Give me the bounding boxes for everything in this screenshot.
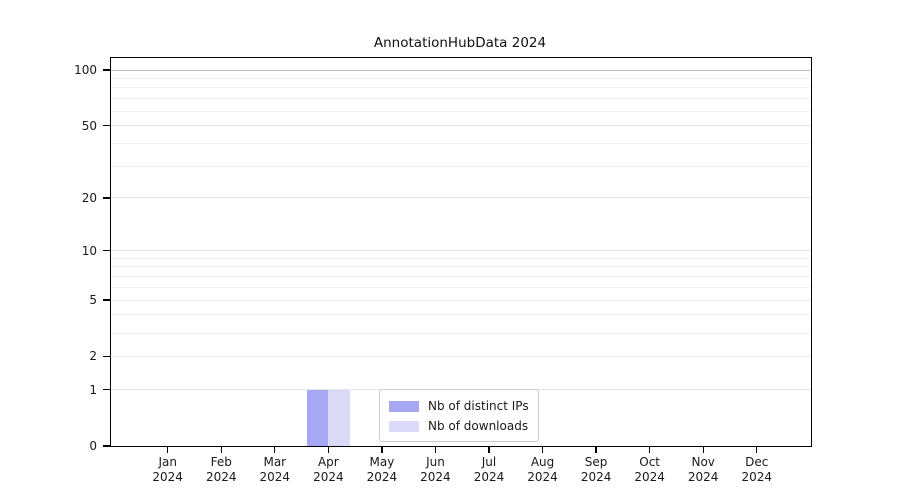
x-tick-label: Mar 2024 bbox=[243, 455, 307, 485]
x-tick-month: Apr bbox=[317, 455, 339, 469]
y-tick-mark bbox=[103, 125, 111, 127]
legend-item-downloads: Nb of downloads bbox=[389, 416, 529, 436]
x-tick-month: Jul bbox=[481, 455, 497, 469]
x-tick-year: 2024 bbox=[313, 470, 344, 484]
x-tick-label: Nov 2024 bbox=[671, 455, 735, 485]
x-tick-month: Dec bbox=[745, 455, 769, 469]
x-tick-month: Aug bbox=[530, 455, 555, 469]
x-tick-mark bbox=[274, 446, 276, 453]
x-tick-label: Apr 2024 bbox=[296, 455, 360, 485]
y-tick-label: 5 bbox=[89, 293, 97, 308]
x-tick-mark bbox=[327, 446, 329, 453]
x-tick-month: Oct bbox=[639, 455, 661, 469]
y-tick-label: 0 bbox=[89, 439, 97, 453]
minor-gridline bbox=[111, 257, 811, 259]
y-tick-mark bbox=[103, 197, 111, 199]
minor-gridline bbox=[111, 77, 811, 79]
minor-gridline bbox=[111, 142, 811, 144]
major-gridline bbox=[111, 69, 811, 71]
y-tick-mark bbox=[103, 445, 111, 447]
legend: Nb of distinct IPs Nb of downloads bbox=[379, 389, 539, 442]
legend-swatch-downloads bbox=[389, 420, 419, 432]
legend-label-distinct-ips: Nb of distinct IPs bbox=[428, 399, 529, 413]
x-tick-label: May 2024 bbox=[350, 455, 414, 485]
plot-area: 0 1 2 5 10 20 50 100 Jan 2024 Feb 2024 Mar 2024 Apr 20… bbox=[74, 57, 812, 484]
minor-gridline bbox=[111, 110, 811, 112]
y-tick-mark bbox=[103, 388, 111, 391]
bar-nb-of-distinct-ips bbox=[306, 389, 329, 446]
x-tick-label: Sep 2024 bbox=[564, 455, 628, 485]
y-tick-mark bbox=[103, 249, 111, 252]
minor-gridline bbox=[111, 87, 811, 89]
x-tick-label: Oct 2024 bbox=[618, 455, 682, 485]
minor-gridline bbox=[111, 276, 811, 278]
y-tick-label: 100 bbox=[74, 63, 97, 77]
x-tick-label: Aug 2024 bbox=[511, 455, 575, 485]
y-tick-label: 20 bbox=[81, 190, 97, 205]
x-tick-mark bbox=[756, 446, 758, 453]
major-gridline bbox=[111, 125, 811, 127]
x-tick-month: Jan bbox=[158, 455, 177, 469]
x-tick-month: Jun bbox=[426, 455, 445, 469]
bar-nb-of-downloads bbox=[328, 389, 350, 446]
x-tick-month: Feb bbox=[210, 455, 232, 469]
x-tick-year: 2024 bbox=[205, 470, 237, 484]
x-tick-mark bbox=[434, 446, 437, 453]
x-tick-label: Dec 2024 bbox=[725, 455, 789, 485]
y-tick-mark bbox=[103, 69, 111, 71]
minor-gridline bbox=[111, 266, 811, 268]
y-tick-label: 1 bbox=[89, 382, 97, 397]
x-tick-month: May bbox=[369, 455, 395, 469]
y-tick-label: 10 bbox=[81, 243, 97, 258]
chart-title: AnnotationHubData 2024 bbox=[373, 35, 547, 51]
x-tick-mark bbox=[381, 446, 383, 453]
x-tick-label: Jul 2024 bbox=[457, 455, 521, 485]
major-gridline bbox=[111, 299, 811, 301]
x-tick-mark bbox=[488, 446, 490, 453]
x-tick-month: Sep bbox=[584, 455, 608, 469]
minor-gridline bbox=[111, 332, 811, 334]
x-tick-label: Feb 2024 bbox=[189, 455, 253, 485]
x-tick-mark bbox=[649, 446, 651, 453]
x-tick-mark bbox=[702, 446, 704, 453]
x-tick-month: Nov bbox=[691, 455, 715, 469]
major-gridline bbox=[111, 355, 811, 357]
x-tick-label: Jan 2024 bbox=[136, 455, 200, 485]
y-tick-label: 2 bbox=[89, 349, 97, 364]
y-tick-mark bbox=[103, 299, 111, 301]
x-tick-year: 2024 bbox=[580, 470, 612, 484]
minor-gridline bbox=[111, 314, 811, 316]
x-tick-mark bbox=[220, 446, 222, 453]
y-tick-mark bbox=[103, 355, 111, 358]
x-tick-mark bbox=[595, 446, 597, 453]
major-gridline bbox=[111, 250, 811, 252]
y-tick-label: 50 bbox=[81, 118, 97, 133]
legend-item-distinct-ips: Nb of distinct IPs bbox=[389, 396, 529, 416]
x-tick-year: 2024 bbox=[741, 470, 773, 484]
x-tick-year: 2024 bbox=[366, 470, 398, 484]
legend-swatch-distinct-ips bbox=[389, 400, 419, 412]
major-gridline bbox=[111, 197, 811, 199]
x-tick-year: 2024 bbox=[527, 470, 558, 484]
x-tick-year: 2024 bbox=[687, 470, 719, 484]
minor-gridline bbox=[111, 165, 811, 167]
x-tick-month: Mar bbox=[263, 455, 287, 469]
x-tick-mark bbox=[541, 446, 544, 453]
x-tick-label: Jun 2024 bbox=[403, 455, 467, 485]
x-tick-year: 2024 bbox=[634, 470, 665, 484]
minor-gridline bbox=[111, 286, 811, 288]
x-tick-year: 2024 bbox=[259, 470, 291, 484]
legend-label-downloads: Nb of downloads bbox=[428, 419, 529, 433]
x-tick-year: 2024 bbox=[152, 470, 183, 484]
x-tick-year: 2024 bbox=[420, 470, 451, 484]
minor-gridline bbox=[111, 98, 811, 100]
x-tick-year: 2024 bbox=[473, 470, 505, 484]
x-tick-mark bbox=[167, 446, 169, 453]
